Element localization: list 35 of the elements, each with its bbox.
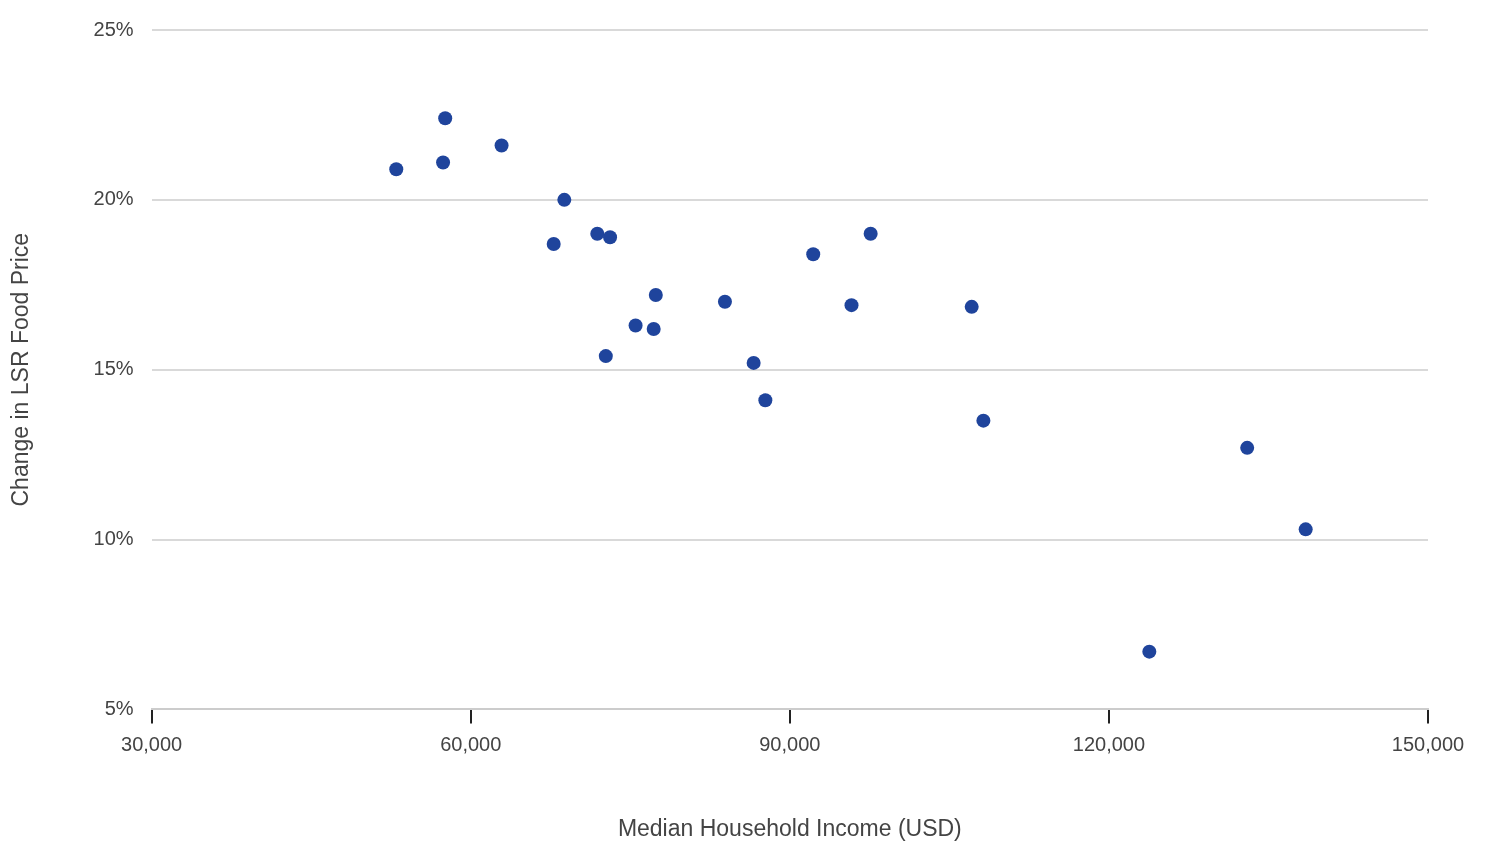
point xyxy=(976,413,991,428)
x-tick-label: 30,000 xyxy=(121,732,183,755)
x-tick-label: 60,000 xyxy=(440,732,502,755)
point xyxy=(598,349,613,364)
x-tick-label: 90,000 xyxy=(759,732,821,755)
point xyxy=(603,230,618,245)
point xyxy=(1298,522,1313,537)
point xyxy=(546,237,561,252)
point xyxy=(964,299,979,314)
y-tick-label: 25% xyxy=(93,17,134,40)
y-tick-label: 10% xyxy=(93,527,134,550)
point xyxy=(863,226,878,241)
y-tick-label: 20% xyxy=(93,187,134,210)
point xyxy=(806,247,821,262)
point xyxy=(758,393,773,408)
point xyxy=(557,192,572,207)
y-tick-label: 5% xyxy=(104,696,134,719)
point xyxy=(628,318,643,333)
point xyxy=(648,287,663,302)
point xyxy=(746,355,761,370)
point xyxy=(844,298,859,313)
x-tick-label: 150,000 xyxy=(1391,732,1465,755)
y-tick-label: 15% xyxy=(93,357,134,380)
point xyxy=(436,155,451,170)
x-axis-title: Median Household Income (USD) xyxy=(617,814,962,841)
point xyxy=(389,162,404,177)
x-tick-label: 120,000 xyxy=(1072,732,1146,755)
point xyxy=(1240,440,1255,455)
point xyxy=(717,294,732,309)
point xyxy=(1142,644,1157,659)
point xyxy=(438,111,453,126)
point xyxy=(590,226,605,241)
y-axis-title: Change in LSR Food Price xyxy=(7,232,34,507)
point xyxy=(646,321,661,336)
point xyxy=(494,138,509,153)
